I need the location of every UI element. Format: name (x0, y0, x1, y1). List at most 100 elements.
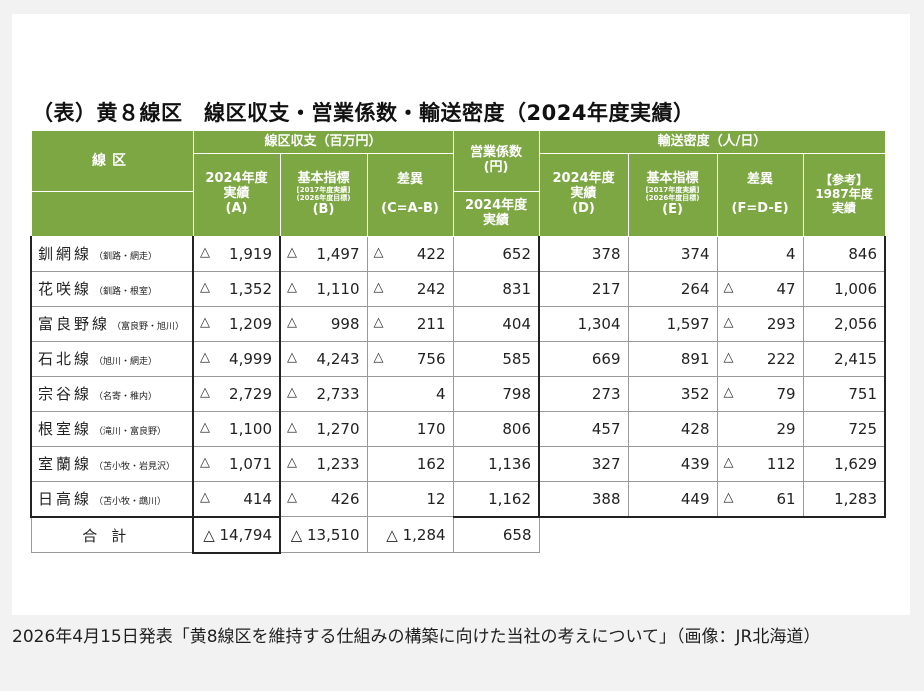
line-section: （滝川・富良野） (94, 427, 167, 438)
header-balance-group: 線区収支（百万円） (192, 130, 454, 154)
table-row: 富良野線 （富良野・旭川） △ 1,209 △ 998 △ 211 404 1,304 1,597 △… (30, 305, 887, 342)
header-d-code: (D) (572, 201, 595, 217)
cell-value: 1,162 (488, 489, 532, 508)
cell-value: 211 (416, 314, 446, 333)
cell-value: 2,056 (834, 314, 878, 333)
cell-value: 4 (785, 244, 796, 263)
header-c: 差異 (C=A-B) (366, 153, 454, 237)
table-row: 釧網線 （釧路・網走） △ 1,919 △ 1,497 △ 422 652 378 374 4 846 (30, 235, 887, 272)
cell-value: 751 (848, 384, 878, 403)
header-d-label: 2024年度 実績 (552, 171, 615, 202)
cell-value: 414 (243, 489, 272, 508)
negative-triangle-icon: △ (723, 384, 734, 400)
negative-triangle-icon: △ (200, 454, 210, 470)
cell-value: 422 (416, 244, 446, 263)
line-name: 宗谷線 (38, 385, 93, 404)
line-section: （富良野・旭川） (112, 322, 185, 333)
header-coefficient-sub-label: 2024年度 実績 (464, 197, 528, 228)
header-b-label: 基本指標 (297, 171, 350, 187)
header-f: 差異 (F=D-E) (716, 153, 804, 237)
header-b-note2: (2026年度目標) (296, 193, 351, 202)
cell-value: 1,136 (488, 454, 532, 473)
negative-triangle-icon: △ (200, 244, 210, 260)
line-name-cell: 富良野線 （富良野・旭川） (30, 305, 194, 342)
total-row: 合計 △ 14,794 △ 13,510 △ 1,284 658 (30, 516, 885, 554)
cell-value: 352 (680, 384, 710, 403)
cell-value: 264 (680, 279, 710, 298)
cell-value: 1,283 (834, 489, 878, 508)
header-a-label: 2024年度 実績 (205, 171, 268, 202)
negative-triangle-icon: △ (723, 349, 734, 365)
header-a: 2024年度 実績 (A) (192, 153, 281, 237)
cell-value: 242 (416, 279, 446, 298)
negative-triangle-icon: △ (373, 244, 384, 260)
negative-triangle-icon: △ (287, 349, 297, 365)
negative-triangle-icon: △ (287, 454, 297, 470)
cell-value: 162 (416, 454, 446, 473)
header-b-note1: [2017年度実績] (296, 186, 351, 195)
total-c: △ 1,284 (366, 516, 454, 554)
line-section: （苫小牧・岩見沢） (94, 462, 176, 473)
header-reference-label: 【参考】 1987年度 実績 (815, 173, 873, 215)
cell-value: 1,597 (666, 314, 710, 333)
line-name: 富良野線 (38, 315, 111, 334)
cell-value: 293 (766, 314, 796, 333)
cell-value: 798 (502, 384, 532, 403)
cell-value: 4 (435, 384, 446, 403)
negative-triangle-icon: △ (200, 419, 210, 435)
cell-value: 388 (591, 489, 621, 508)
image-caption: 2026年4月15日発表「黄8線区を維持する仕組みの構築に向けた当社の考えについ… (12, 627, 821, 647)
table-row: 宗谷線 （名寄・稚内） △ 2,729 △ 2,733 4 798 273 352 △ 79 751 (30, 375, 887, 412)
negative-triangle-icon: △ (373, 349, 384, 365)
total-label: 合計 (30, 516, 194, 554)
header-c-code: (C=A-B) (381, 200, 439, 216)
cell-value: 426 (330, 490, 360, 508)
operating-results-table: 線区 線区収支（百万円） 営業係数 (円) 輸送密度（人/日） 2024年度 実… (30, 130, 887, 554)
negative-triangle-icon: △ (287, 279, 297, 295)
table-body: 釧網線 （釧路・網走） △ 1,919 △ 1,497 △ 422 652 378 374 4 846 花… (30, 235, 887, 554)
line-section: （釧路・網走） (94, 252, 158, 263)
cell-value: 1,209 (229, 314, 272, 333)
header-e-note1: [2017年度実績] (645, 186, 700, 195)
cell-value: 170 (416, 419, 446, 438)
cell-value: 378 (591, 244, 621, 263)
cell-value: 4,999 (229, 349, 272, 368)
cell-value: 2,729 (229, 384, 272, 403)
line-section: （名寄・稚内） (94, 392, 158, 403)
line-name-cell: 花咲線 （釧路・根室） (30, 270, 194, 307)
line-name: 室蘭線 (38, 455, 93, 474)
header-e-label: 基本指標 (646, 171, 699, 187)
cell-value: 1,006 (834, 279, 878, 298)
cell-value: 449 (680, 489, 710, 508)
header-f-label: 差異 (747, 171, 774, 187)
cell-value: 273 (591, 384, 621, 403)
cell-value: 79 (776, 384, 796, 403)
cell-value: 47 (776, 279, 796, 298)
cell-value: 585 (502, 349, 532, 368)
line-name-cell: 室蘭線 （苫小牧・岩見沢） (30, 445, 194, 482)
line-section: （旭川・網走） (94, 357, 158, 368)
header-e-note2: (2026年度目標) (645, 193, 700, 202)
cell-value: 217 (591, 279, 621, 298)
cell-value: 652 (502, 244, 532, 263)
cell-value: 1,304 (577, 314, 621, 333)
header-c-label: 差異 (397, 171, 424, 187)
cell-value: 725 (848, 419, 878, 438)
cell-value: 756 (416, 349, 446, 368)
header-f-code: (F=D-E) (731, 200, 789, 216)
negative-triangle-icon: △ (723, 489, 734, 505)
cell-value: 1,233 (316, 454, 360, 473)
table-row: 石北線 （旭川・網走） △ 4,999 △ 4,243 △ 756 585 669 891 △ 222 2… (30, 340, 887, 377)
cell-value: 112 (766, 454, 796, 473)
cell-value: 327 (591, 454, 621, 473)
negative-triangle-icon: △ (200, 489, 210, 505)
header-e: 基本指標 [2017年度実績] (2026年度目標) (E) (627, 153, 718, 237)
total-coefficient: 658 (452, 516, 540, 554)
cell-value: 2,415 (834, 349, 878, 368)
cell-value: 1,919 (229, 244, 272, 263)
negative-triangle-icon: △ (287, 314, 297, 330)
negative-triangle-icon: △ (200, 279, 210, 295)
cell-value: 1,100 (229, 419, 272, 438)
header-e-code: (E) (662, 201, 683, 217)
cell-value: 998 (330, 314, 360, 333)
